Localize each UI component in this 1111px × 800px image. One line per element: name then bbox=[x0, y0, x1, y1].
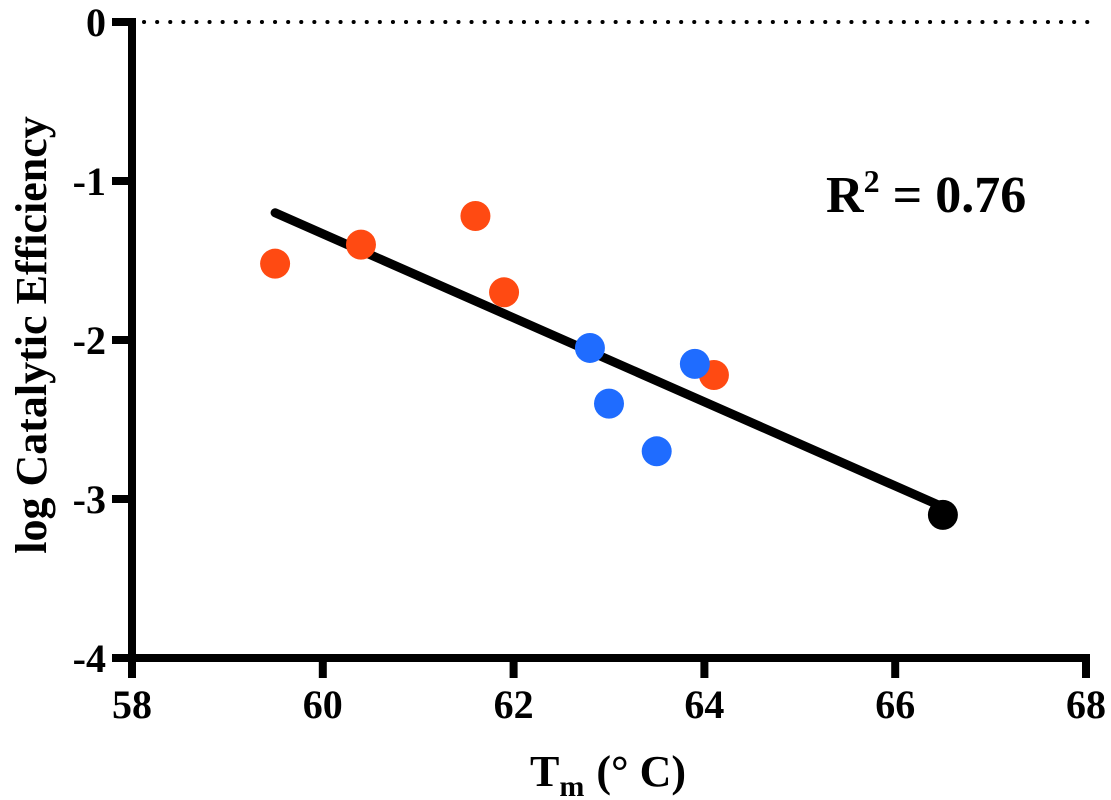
y-tick-label: 0 bbox=[86, 0, 106, 45]
r-squared-annotation: R2 = 0.76 bbox=[826, 163, 1026, 224]
x-tick-label: 66 bbox=[875, 682, 915, 727]
y-tick-label: -2 bbox=[73, 318, 106, 363]
y-axis-title: log Catalytic Efficiency bbox=[7, 116, 56, 553]
data-point bbox=[260, 248, 291, 279]
data-point bbox=[489, 277, 520, 308]
data-point bbox=[594, 388, 624, 419]
data-point bbox=[927, 499, 958, 530]
y-tick-label: -4 bbox=[73, 636, 106, 681]
axis-ticks: 0 -1 -2 -3 -458 60 62 64 66 68 bbox=[73, 0, 1106, 727]
data-points bbox=[260, 200, 958, 530]
x-tick-label: 62 bbox=[494, 682, 534, 727]
x-tick-label: 60 bbox=[303, 682, 343, 727]
x-axis-title-unit: (° C) bbox=[596, 747, 686, 796]
data-point bbox=[345, 229, 376, 260]
regression-line bbox=[270, 208, 948, 512]
data-point bbox=[460, 200, 491, 231]
x-axis-title: Tm (° C) bbox=[530, 747, 686, 800]
r-squared-value: = 0.76 bbox=[880, 167, 1027, 224]
x-tick-label: 68 bbox=[1066, 682, 1106, 727]
data-point bbox=[641, 436, 672, 467]
r-squared-superscript: 2 bbox=[864, 163, 880, 199]
x-axis-title-main: T bbox=[530, 747, 559, 796]
y-tick-label: -3 bbox=[73, 477, 106, 522]
x-axis-title-subscript: m bbox=[559, 770, 584, 800]
x-tick-label: 64 bbox=[684, 682, 724, 727]
fit-line-group bbox=[270, 208, 948, 512]
y-tick-label: -1 bbox=[73, 159, 106, 204]
data-point bbox=[574, 332, 605, 363]
r-squared-prefix: R bbox=[826, 167, 865, 224]
x-tick-label: 58 bbox=[112, 682, 152, 727]
data-point bbox=[679, 348, 710, 379]
